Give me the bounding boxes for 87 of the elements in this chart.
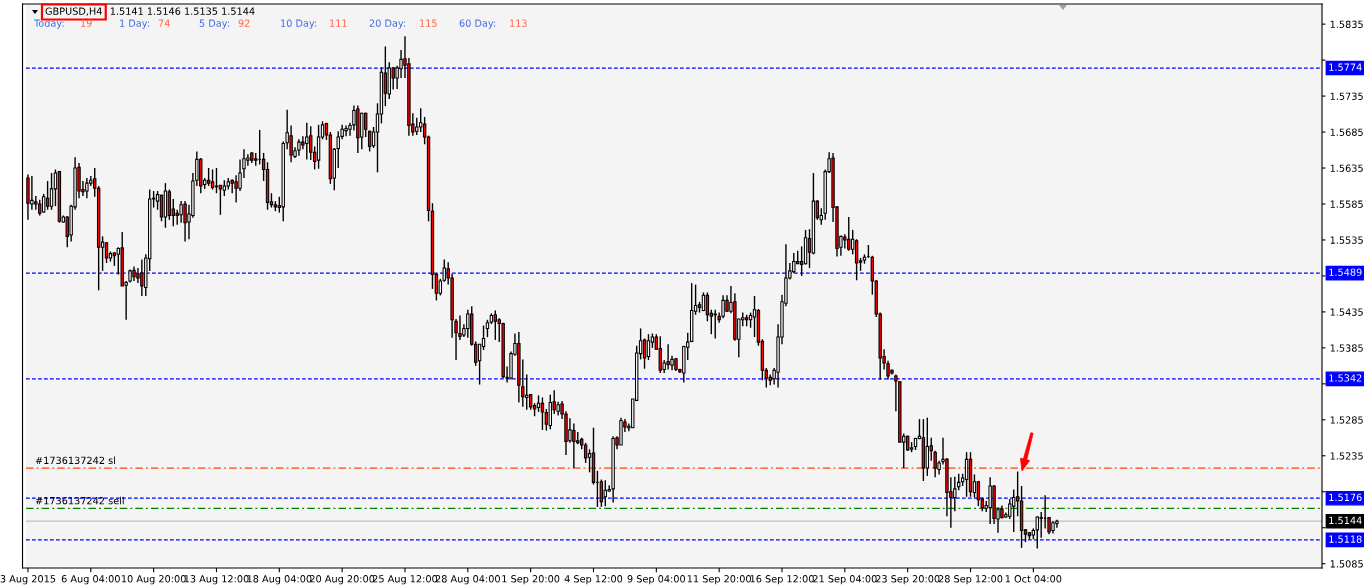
x-tick-label: 28 Aug 04:00: [435, 575, 500, 585]
candlestick: [548, 393, 552, 430]
y-tick-label: 1.5385: [1330, 344, 1363, 352]
candlestick: [525, 373, 529, 411]
candlestick: [642, 337, 647, 370]
candlestick: [234, 174, 238, 204]
candlestick: [360, 111, 364, 151]
ref-line-label: 1.5489: [1329, 268, 1362, 276]
candlestick: [925, 416, 930, 477]
candlestick: [572, 422, 576, 469]
annotation: #1736137242 sell: [35, 496, 124, 505]
x-tick-label: 21 Sep 04:00: [813, 575, 877, 585]
y-tick-label: 1.5635: [1330, 164, 1363, 172]
x-tick-label: 10 Aug 20:00: [121, 575, 186, 585]
candlestick: [364, 111, 368, 138]
candlestick: [658, 335, 662, 374]
x-tick-label: 6 Aug 04:00: [61, 575, 120, 585]
annotation: 111: [330, 19, 347, 27]
x-tick-label: 18 Aug 04:00: [247, 575, 312, 585]
candlestick: [214, 167, 219, 194]
candlestick: [167, 188, 172, 221]
annotation: 20 Day:: [369, 19, 406, 29]
annotation: Today:: [33, 19, 64, 29]
annotation: 113: [510, 19, 527, 27]
candlestick: [666, 343, 670, 371]
annotation: 74: [158, 19, 170, 27]
y-tick-label: 1.5085: [1330, 560, 1363, 568]
candlestick: [183, 200, 187, 243]
annotation: 92: [238, 19, 250, 27]
x-tick-label: 28 Sep 12:00: [938, 575, 1003, 585]
candlestick: [493, 309, 498, 341]
candlestick: [988, 476, 992, 525]
ref-line-label: 1.5774: [1329, 63, 1362, 71]
ref-line-label: 1.5118: [1329, 535, 1362, 543]
annotation: #1736137242 sl: [35, 456, 115, 465]
ref-line-label: 1.5342: [1329, 374, 1362, 382]
candlestick: [603, 479, 607, 507]
candlestick: [49, 172, 54, 211]
ref-line-label: 1.5176: [1329, 493, 1362, 502]
y-tick-label: 1.5735: [1330, 92, 1363, 100]
candlestick: [218, 184, 223, 216]
candlestick: [316, 124, 321, 170]
y-tick-label: 1.5585: [1330, 200, 1363, 208]
annotation: 115: [420, 19, 437, 27]
chart-title: GBPUSD,H4: [45, 7, 102, 16]
ref-line-label: 1.5144: [1329, 516, 1362, 525]
x-tick-label: 3 Aug 2015: [0, 575, 56, 585]
candlestick: [104, 242, 109, 264]
candlestick: [854, 238, 859, 281]
y-tick-label: 1.5535: [1330, 236, 1363, 244]
x-tick-label: 4 Sep 12:00: [564, 575, 623, 585]
candlestick: [646, 333, 651, 361]
y-tick-label: 1.5835: [1330, 20, 1363, 28]
candlestick: [344, 124, 348, 138]
candlestick: [85, 177, 89, 199]
annotation: 10 Day:: [281, 19, 317, 29]
candlestick: [583, 442, 588, 464]
annotation: 60 Day:: [459, 19, 496, 29]
y-tick-label: 1.5685: [1330, 128, 1363, 136]
y-tick-label: 1.5235: [1330, 452, 1363, 460]
x-tick-label: 16 Sep 12:00: [750, 575, 814, 585]
x-tick-label: 20 Aug 20:00: [310, 575, 375, 585]
y-tick-label: 1.5285: [1330, 416, 1363, 424]
candlestick: [391, 66, 395, 91]
candlestick: [140, 258, 144, 297]
x-tick-label: 9 Sep 04:00: [627, 575, 686, 585]
x-tick-label: 1 Oct 04:00: [1005, 575, 1062, 583]
candlestick: [45, 180, 50, 211]
x-tick-label: 23 Sep 20:00: [875, 575, 940, 585]
x-tick-label: 1 Sep 20:00: [502, 575, 560, 585]
annotation: 5 Day:: [199, 19, 229, 29]
candlestick: [159, 193, 164, 222]
annotation: 1 Day:: [120, 19, 149, 29]
x-tick-label: 13 Aug 12:00: [184, 575, 249, 585]
candlestick: [179, 200, 183, 224]
candlestick: [540, 396, 545, 431]
candlestick: [1055, 519, 1059, 529]
candlestick: [210, 168, 215, 191]
chart-subtitle: 1.5141 1.5146 1.5135 1.5144: [110, 7, 255, 15]
x-tick-label: 11 Sep 20:00: [687, 575, 751, 585]
y-tick-label: 1.5435: [1330, 308, 1363, 316]
annotation: 19: [81, 19, 92, 27]
candlestick: [847, 216, 851, 252]
candlestick: [1035, 515, 1039, 550]
candlestick: [721, 294, 725, 320]
candlestick: [713, 309, 717, 340]
candlestick: [305, 122, 309, 161]
